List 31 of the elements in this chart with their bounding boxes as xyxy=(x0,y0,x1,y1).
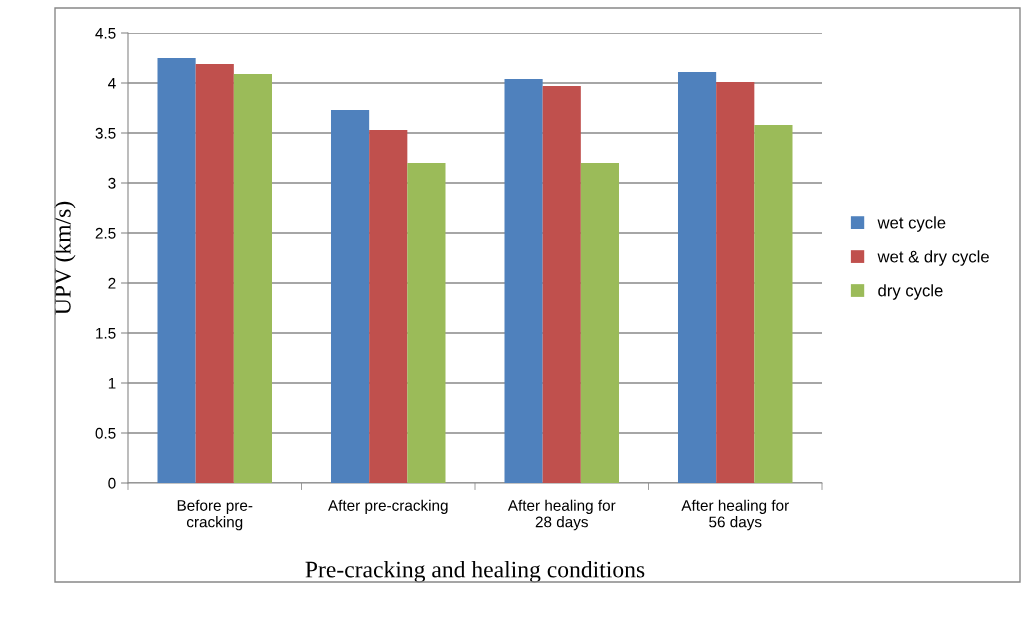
bar xyxy=(754,125,793,483)
bar xyxy=(195,64,234,483)
bar xyxy=(716,82,755,483)
y-tick-label: 1 xyxy=(108,378,116,389)
legend-label: wet & dry cycle xyxy=(877,250,989,266)
bar xyxy=(580,163,619,483)
y-tick-label: 3 xyxy=(108,177,116,189)
bar xyxy=(157,58,196,483)
y-tick-label: 2.5 xyxy=(95,227,116,239)
y-tick-label: 1.5 xyxy=(96,328,116,339)
y-tick-label: 2 xyxy=(108,277,116,289)
legend-label: wet cycle xyxy=(877,216,946,232)
y-tick-label: 0 xyxy=(108,477,116,489)
legend-label: dry cycle xyxy=(878,284,943,300)
x-tick-label: After healing for 28 days xyxy=(507,499,616,531)
y-tick-label: 4.5 xyxy=(95,28,116,39)
bar xyxy=(677,72,717,483)
bar xyxy=(331,110,370,483)
y-tick-label: 4 xyxy=(108,78,116,89)
bar xyxy=(407,163,446,483)
bar xyxy=(504,79,543,483)
x-tick-label: After healing for 56 days xyxy=(681,499,789,531)
x-tick-label: After pre-cracking xyxy=(328,499,448,514)
y-tick-label: 0.5 xyxy=(95,427,116,439)
y-axis-title: UPV (km/s) xyxy=(54,201,76,315)
y-tick-label: 3.5 xyxy=(95,127,116,139)
bar xyxy=(542,86,581,483)
bar xyxy=(233,74,273,483)
x-axis-title: Pre-cracking and healing conditions xyxy=(305,560,645,583)
x-tick-label: Before pre- cracking xyxy=(177,499,253,531)
bar xyxy=(369,130,408,483)
